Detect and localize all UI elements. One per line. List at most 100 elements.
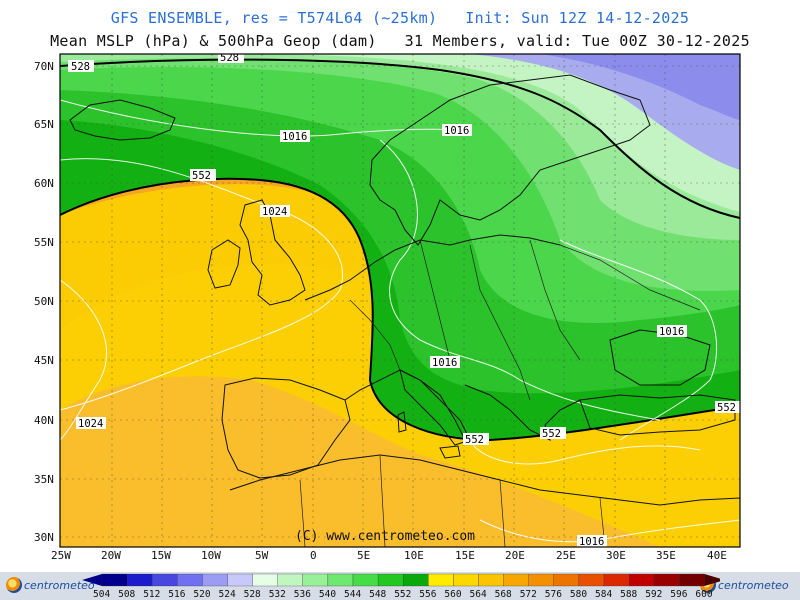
lon-label-5w: 5W [255, 549, 269, 562]
colorbar-tick-label: 528 [243, 589, 261, 600]
svg-text:1016: 1016 [444, 125, 469, 137]
lon-label-20e: 20E [505, 549, 525, 562]
label-528-top: 528 [218, 52, 244, 64]
contour-labels: 528 528 552 552 552 552 1016 1016 1024 1… [68, 52, 740, 548]
colorbar-tick-label: 512 [143, 589, 161, 600]
map-frame [59, 53, 741, 548]
label-1024-iberia-west: 1024 [76, 417, 106, 430]
lon-label-35e: 35E [656, 549, 676, 562]
colorbar-tick-label: 592 [645, 589, 663, 600]
chart-title-line-2: Mean MSLP (hPa) & 500hPa Geop (dam) 31 M… [50, 32, 750, 50]
colorbar-swatch [478, 573, 504, 587]
geop-band-524 [540, 54, 740, 120]
lon-label-0: 0 [310, 549, 317, 562]
lat-label-70n: 70N [34, 60, 54, 73]
colorbar-swatch [679, 573, 705, 587]
colorbar-swatch [528, 573, 554, 587]
label-1016-alps: 1016 [430, 356, 460, 369]
lon-label-40e: 40E [707, 549, 727, 562]
colorbar-tick-label: 596 [670, 589, 688, 600]
colorbar-tick-label: 516 [168, 589, 186, 600]
colorbar-tick-label: 540 [318, 589, 337, 600]
lat-label-65n: 65N [34, 118, 54, 131]
colorbar-swatch [252, 573, 278, 587]
lon-label-20w: 20W [101, 549, 121, 562]
geop-band-556 [60, 184, 740, 547]
colorbar-swatch [428, 573, 454, 587]
colorbar-swatch [403, 573, 429, 587]
lat-label-35n: 35N [34, 473, 54, 486]
colorbar-arrow-left [82, 574, 102, 586]
label-1016-ukraine: 1016 [657, 325, 687, 338]
colorbar [82, 573, 720, 587]
svg-text:1016: 1016 [282, 131, 307, 143]
colorbar-tick-label: 588 [620, 589, 638, 600]
lon-label-5e: 5E [357, 549, 371, 562]
colorbar-tick-label: 548 [369, 589, 387, 600]
colorbar-swatch [327, 573, 354, 587]
label-1016-norway: 1016 [442, 124, 472, 137]
lat-label-45n: 45N [34, 354, 54, 367]
centrometeo-logo-icon [6, 577, 22, 593]
logo-left: centrometeo [6, 575, 95, 595]
colorbar-arrow-right [704, 574, 720, 586]
colorbar-swatch [628, 573, 655, 587]
colorbar-tick-label: 532 [268, 589, 286, 600]
watermark: (C) www.centrometeo.com [295, 529, 475, 544]
lon-label-10e: 10E [404, 549, 424, 562]
colorbar-tick-label: 572 [519, 589, 537, 600]
colorbar-swatch [654, 573, 680, 587]
colorbar-tick-label: 564 [469, 589, 487, 600]
lat-label-50n: 50N [34, 295, 54, 308]
lat-label-40n: 40N [34, 414, 54, 427]
colorbar-tick-label: 520 [193, 589, 211, 600]
colorbar-tick-label: 556 [419, 589, 437, 600]
colorbar-swatch [503, 573, 529, 587]
colorbar-swatch [152, 573, 178, 587]
colorbar-tick-label: 584 [595, 589, 613, 600]
svg-text:552: 552 [465, 434, 484, 446]
label-528-west: 528 [68, 60, 94, 73]
colorbar-swatch [603, 573, 630, 587]
graticule [60, 54, 740, 547]
label-1024-britain: 1024 [260, 205, 290, 218]
colorbar-tick-label: 600 [695, 589, 713, 600]
svg-text:1016: 1016 [579, 536, 604, 548]
lon-label-30e: 30E [606, 549, 626, 562]
lon-label-25w: 25W [51, 549, 71, 562]
lon-label-15w: 15W [151, 549, 171, 562]
lon-label-10w: 10W [201, 549, 221, 562]
label-552-greece: 552 [540, 427, 566, 440]
colorbar-swatch [177, 573, 203, 587]
colorbar-swatch [126, 573, 153, 587]
coastlines [69, 74, 740, 506]
country-borders [299, 239, 701, 547]
lon-label-25e: 25E [556, 549, 576, 562]
label-1016-libya: 1016 [577, 535, 607, 548]
svg-text:528: 528 [71, 61, 90, 73]
colorbar-swatch [578, 573, 605, 587]
geop-band-532 [200, 54, 740, 212]
lon-label-15e: 15E [455, 549, 475, 562]
svg-text:552: 552 [717, 402, 736, 414]
svg-text:1016: 1016 [659, 326, 684, 338]
colorbar-swatch [553, 573, 580, 587]
logo-right-text: centrometeo [718, 578, 789, 592]
svg-text:552: 552 [542, 428, 561, 440]
colorbar-swatch [101, 573, 128, 587]
lat-label-60n: 60N [34, 177, 54, 190]
colorbar-tick-label: 544 [344, 589, 362, 600]
label-552-south: 552 [463, 433, 489, 446]
colorbar-swatch [302, 573, 329, 587]
label-552-east: 552 [715, 401, 740, 414]
colorbar-tick-label: 508 [118, 589, 136, 600]
colorbar-tick-label: 576 [544, 589, 562, 600]
lat-label-55n: 55N [34, 236, 54, 249]
colorbar-tick-label: 560 [444, 589, 462, 600]
colorbar-swatch [377, 573, 404, 587]
svg-text:1024: 1024 [262, 206, 287, 218]
logo-left-text: centrometeo [24, 578, 95, 592]
svg-text:528: 528 [220, 52, 239, 64]
label-552-north: 552 [190, 169, 216, 182]
